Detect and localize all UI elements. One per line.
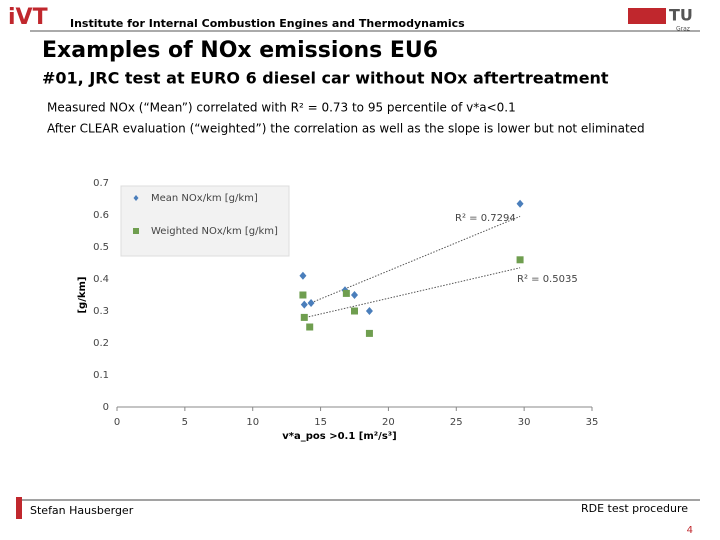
y-tick-label: 0.5 <box>93 242 109 253</box>
y-tick-label: 0.3 <box>93 306 109 317</box>
point <box>342 289 350 297</box>
legend-box <box>120 185 290 257</box>
x-tick-label: 30 <box>518 417 531 428</box>
x-tick-label: 20 <box>382 417 395 428</box>
x-tick-label: 5 <box>182 417 188 428</box>
text-line: Measured NOx (“Mean”) correlated with R²… <box>47 101 516 115</box>
y-tick-label: 0.6 <box>93 210 109 221</box>
tu-logo: TU <box>669 6 693 25</box>
point <box>299 271 307 280</box>
x-tick-label: 15 <box>314 417 327 428</box>
slide-title: Examples of NOx emissions EU6 <box>42 38 438 63</box>
x-axis-label: v*a_pos >0.1 [m²/s³] <box>282 431 396 442</box>
y-tick-label: 0.4 <box>93 274 109 285</box>
point <box>300 300 308 309</box>
legend-marker <box>133 228 139 234</box>
x-tick-label: 35 <box>586 417 599 428</box>
point <box>351 307 358 315</box>
point <box>365 329 373 337</box>
point <box>300 313 308 321</box>
legend-label: Weighted NOx/km [g/km] <box>151 226 278 237</box>
institute: Institute for Internal Combustion Engine… <box>70 17 465 30</box>
footer-mark <box>16 497 22 519</box>
text-line: After CLEAR evaluation (“weighted”) the … <box>47 122 645 136</box>
y-tick-label: 0.2 <box>93 338 109 349</box>
trendline <box>302 267 521 319</box>
legend-label: Mean NOx/km [g/km] <box>151 193 258 204</box>
y-axis-label: [g/km] <box>77 276 88 313</box>
x-tick-label: 0 <box>114 417 120 428</box>
point <box>516 256 524 264</box>
y-tick-label: 0 <box>103 402 109 413</box>
page-number: 4 <box>687 525 693 536</box>
tu-logo-block <box>628 8 666 24</box>
point <box>365 307 373 315</box>
trendline <box>302 215 521 307</box>
x-tick-label: 25 <box>450 417 463 428</box>
point <box>351 291 358 299</box>
slide-subtitle: #01, JRC test at EURO 6 diesel car witho… <box>42 69 609 88</box>
footer-author: Stefan Hausberger <box>30 504 134 517</box>
legend-marker <box>133 195 139 201</box>
point <box>307 299 315 307</box>
footer-topic: RDE test procedure <box>581 502 688 515</box>
chart: 0 0.1 0.2 0.3 0.4 0.5 0.6 0.7 0 5 10 15 20 25 30 35 v*a_… <box>77 178 598 442</box>
x-tick-label: 10 <box>246 417 259 428</box>
annotation: R² = 0.5035 <box>517 274 578 285</box>
logo: iVT <box>8 5 48 30</box>
y-tick-label: 0.7 <box>93 178 109 189</box>
tu-city: Graz <box>676 26 690 33</box>
y-tick-label: 0.1 <box>93 370 109 381</box>
point <box>306 323 314 331</box>
point <box>299 291 307 299</box>
point <box>516 199 524 208</box>
annotation: R² = 0.7294 <box>455 213 516 224</box>
